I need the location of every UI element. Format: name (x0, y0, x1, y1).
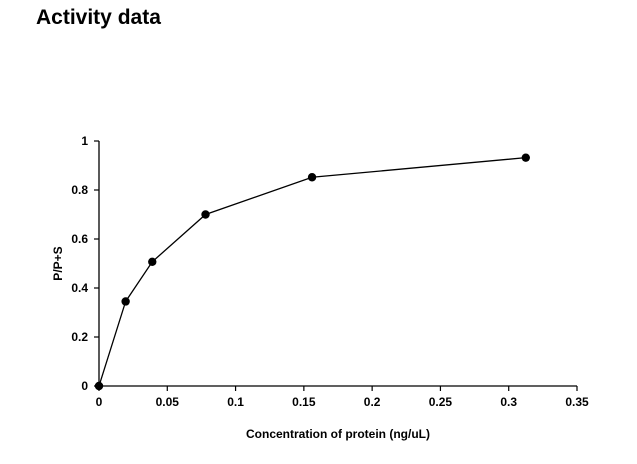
data-point (307, 173, 317, 182)
data-point (94, 381, 104, 391)
data-point (521, 153, 530, 162)
x-tick-label: 0.3 (500, 395, 517, 409)
data-point (201, 210, 210, 219)
y-tick-label: 0.8 (71, 183, 88, 197)
data-point (148, 257, 157, 266)
x-tick-label: 0.05 (156, 395, 180, 409)
x-tick-label: 0.15 (292, 395, 316, 409)
y-tick-label: 0 (81, 379, 88, 393)
page-title: Activity data (36, 6, 161, 29)
x-tick-label: 0.35 (565, 395, 589, 409)
chart-series (94, 153, 530, 391)
x-tick-label: 0 (96, 395, 103, 409)
x-axis-title: Concentration of protein (ng/uL) (246, 427, 430, 441)
y-tick-label: 0.6 (71, 232, 88, 246)
x-tick-label: 0.1 (227, 395, 244, 409)
y-tick-label: 0.2 (71, 330, 88, 344)
y-axis-title: P/P+S (51, 246, 65, 280)
chart-axes: 0 0.05 0.1 0.15 0.2 0.25 0.3 0.35 0 0.2 0.4 0.6 0.8 1 (71, 134, 589, 409)
data-point (121, 297, 130, 306)
y-tick-label: 0.4 (71, 281, 88, 295)
x-tick-label: 0.2 (364, 395, 381, 409)
series-line (98, 157, 526, 387)
y-tick-label: 1 (81, 134, 88, 148)
x-tick-label: 0.25 (429, 395, 453, 409)
